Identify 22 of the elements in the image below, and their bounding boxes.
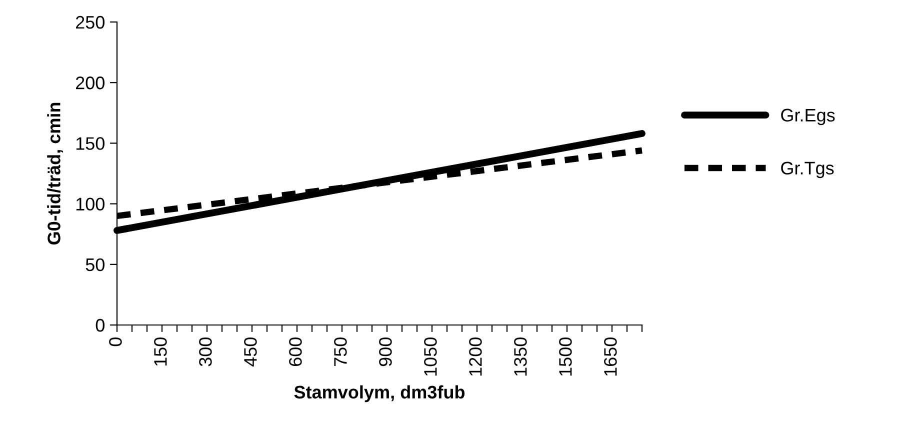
y-axis-title: G0-tid/träd, cmin	[47, 102, 64, 244]
x-tick-label: 1350	[514, 338, 527, 376]
y-tick-label: 100	[76, 198, 104, 211]
x-tick-label: 750	[334, 338, 347, 366]
x-tick-label: 1650	[604, 338, 617, 376]
x-axis-title: Stamvolym, dm3fub	[294, 385, 465, 402]
y-tick-label: 200	[76, 76, 104, 90]
x-tick-label: 900	[379, 338, 392, 366]
x-tick-label: 1500	[559, 338, 572, 376]
x-tick-label: 300	[199, 338, 212, 366]
y-tick-label: 150	[76, 137, 104, 150]
legend-label: Gr.Egs	[781, 108, 835, 126]
legend-label: Gr.Tgs	[781, 162, 834, 178]
x-tick-label: 450	[244, 338, 257, 367]
x-tick-label: 0	[109, 338, 122, 346]
x-tick-label: 1050	[424, 338, 437, 376]
x-tick-label: 1200	[469, 338, 482, 376]
y-tick-label: 50	[86, 258, 104, 272]
x-tick-label: 150	[154, 338, 167, 366]
y-tick-label: 250	[76, 16, 104, 29]
y-tick-label: 0	[96, 318, 104, 332]
x-tick-label: 600	[289, 338, 302, 366]
